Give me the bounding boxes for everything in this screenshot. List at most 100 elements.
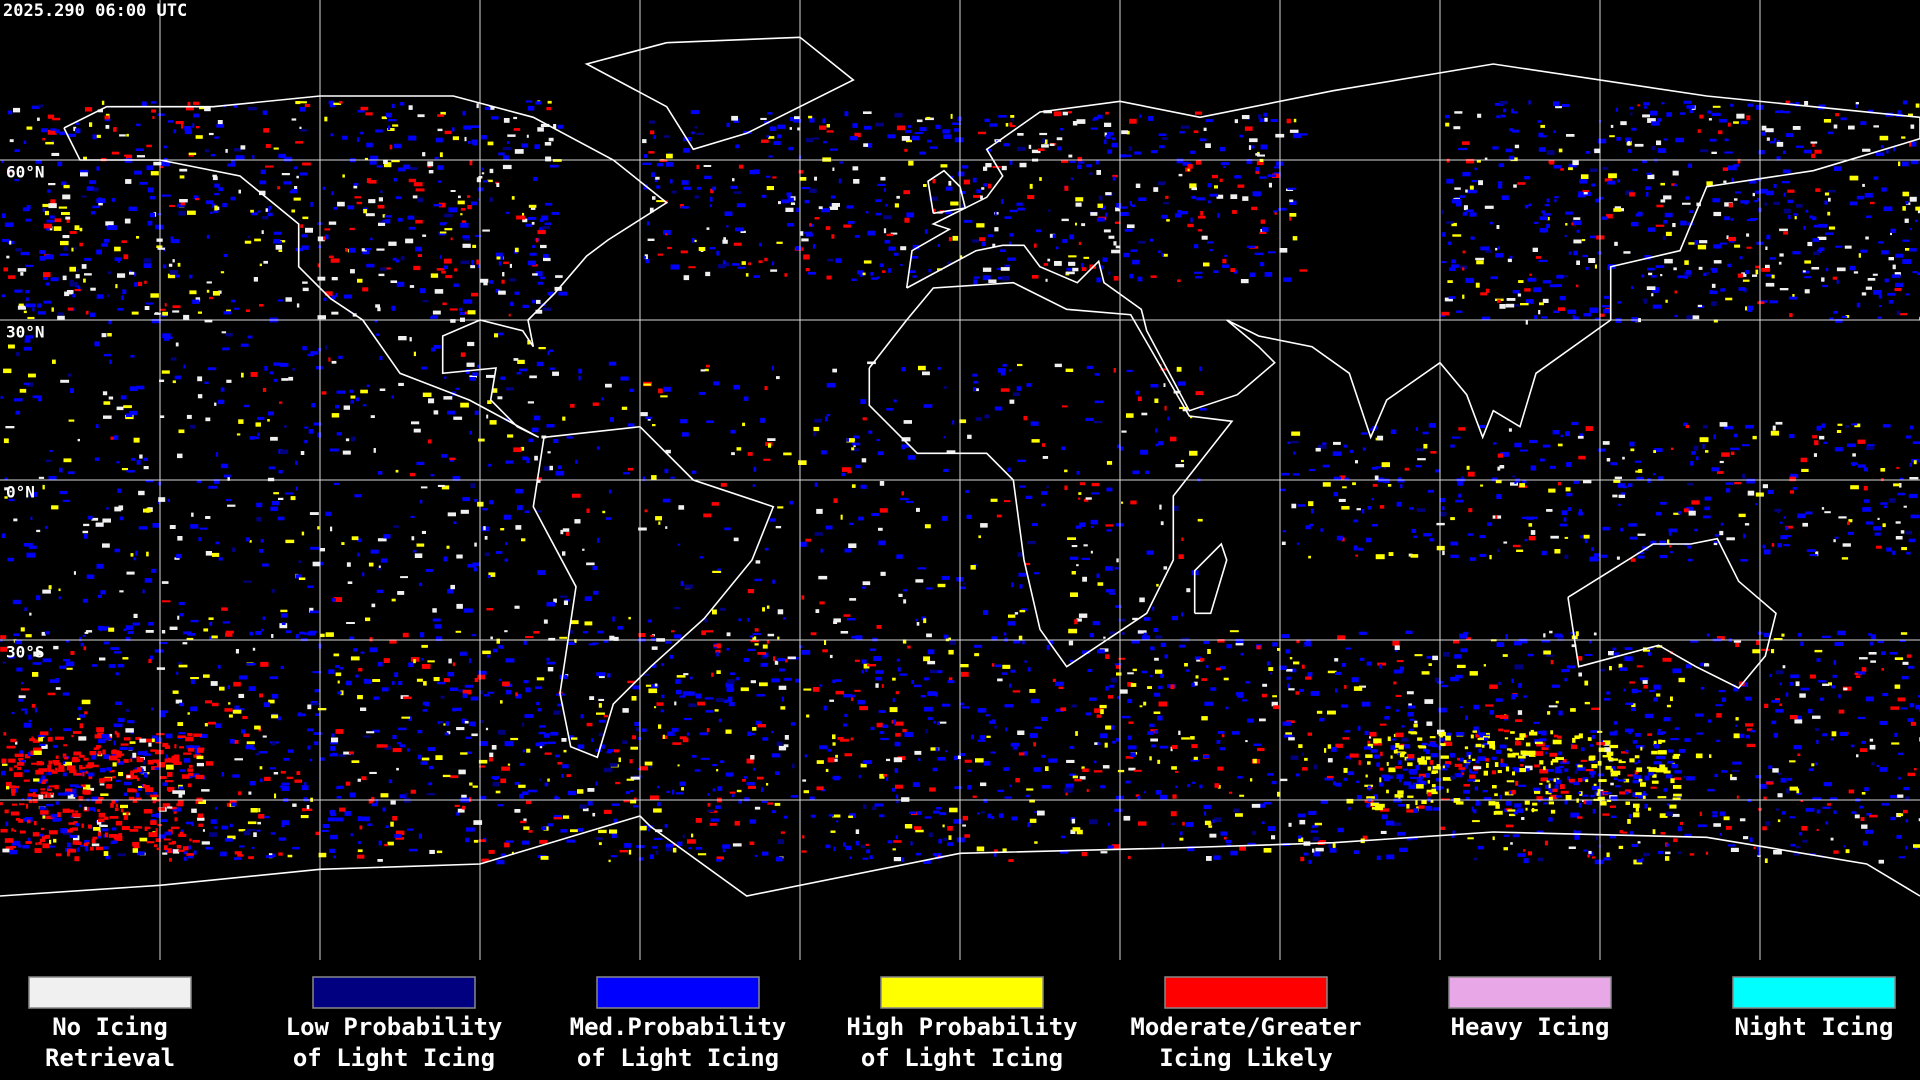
- icing-pixel: [1736, 795, 1739, 799]
- icing-pixel: [212, 291, 220, 296]
- icing-pixel: [1034, 572, 1040, 575]
- icing-pixel: [1519, 449, 1529, 452]
- icing-pixel: [773, 656, 776, 662]
- icing-pixel: [1299, 819, 1306, 825]
- icing-pixel: [1620, 121, 1627, 126]
- icing-pixel: [587, 801, 593, 806]
- icing-pixel: [505, 460, 514, 464]
- icing-pixel: [1772, 768, 1779, 773]
- icing-pixel: [749, 170, 756, 175]
- icing-pixel: [529, 375, 537, 379]
- icing-pixel: [537, 281, 544, 285]
- icing-pixel: [63, 184, 70, 189]
- icing-pixel: [389, 639, 397, 644]
- icing-pixel: [1756, 640, 1760, 645]
- icing-pixel: [1802, 839, 1808, 843]
- icing-pixel: [801, 238, 809, 242]
- icing-pixel: [609, 829, 618, 834]
- icing-pixel: [626, 791, 630, 795]
- icing-pixel: [1806, 549, 1816, 552]
- icing-pixel: [1660, 274, 1663, 277]
- icing-pixel: [766, 640, 769, 644]
- icing-pixel: [1620, 492, 1626, 495]
- icing-pixel: [1462, 250, 1466, 254]
- icing-pixel: [580, 714, 584, 719]
- icing-pixel: [1072, 775, 1078, 779]
- icing-pixel: [669, 179, 673, 184]
- icing-pixel: [658, 521, 661, 525]
- icing-pixel: [37, 833, 45, 837]
- icing-pixel: [1335, 688, 1338, 693]
- icing-pixel: [996, 267, 1004, 270]
- icing-pixel: [749, 841, 755, 845]
- icing-pixel: [634, 721, 640, 726]
- icing-pixel: [1334, 658, 1339, 662]
- icing-pixel: [486, 414, 489, 419]
- icing-pixel: [143, 263, 152, 268]
- icing-pixel: [527, 105, 535, 111]
- icing-pixel: [479, 765, 486, 768]
- icing-pixel: [226, 379, 232, 383]
- icing-pixel: [337, 201, 345, 207]
- icing-pixel: [123, 405, 132, 409]
- icing-pixel: [932, 853, 941, 856]
- icing-pixel: [1199, 138, 1207, 142]
- icing-pixel: [1573, 239, 1582, 244]
- icing-pixel: [1124, 228, 1133, 232]
- icing-pixel: [901, 491, 904, 496]
- icing-pixel: [1828, 131, 1834, 135]
- icing-pixel: [267, 208, 271, 212]
- icing-pixel: [515, 488, 523, 494]
- icing-pixel: [1685, 196, 1690, 200]
- icing-pixel: [49, 215, 55, 219]
- icing-pixel: [1874, 532, 1881, 536]
- icing-pixel: [1480, 246, 1490, 251]
- icing-pixel: [1547, 711, 1551, 715]
- icing-pixel: [1833, 850, 1839, 854]
- icing-pixel: [330, 812, 337, 817]
- icing-pixel: [1762, 484, 1768, 489]
- icing-pixel: [720, 482, 727, 487]
- icing-pixel: [801, 595, 805, 600]
- icing-pixel: [784, 735, 789, 740]
- icing-pixel: [398, 336, 407, 341]
- icing-pixel: [1759, 783, 1767, 789]
- icing-pixel: [948, 677, 953, 682]
- icing-pixel: [1789, 313, 1793, 318]
- icing-pixel: [83, 523, 90, 527]
- icing-pixel: [598, 829, 607, 834]
- icing-pixel: [726, 122, 730, 128]
- icing-pixel: [1170, 684, 1175, 690]
- icing-pixel: [1594, 264, 1597, 269]
- icing-pixel: [644, 254, 648, 260]
- icing-pixel: [1902, 191, 1910, 197]
- icing-pixel: [769, 518, 776, 522]
- icing-pixel: [437, 484, 445, 487]
- icing-pixel: [1653, 473, 1656, 476]
- icing-pixel: [413, 351, 416, 357]
- icing-pixel: [151, 319, 161, 324]
- icing-pixel: [472, 372, 479, 376]
- icing-pixel: [1124, 154, 1132, 158]
- icing-pixel: [994, 227, 999, 232]
- icing-pixel: [1746, 233, 1750, 237]
- icing-pixel: [569, 620, 579, 625]
- icing-pixel: [278, 153, 287, 159]
- icing-pixel: [209, 636, 212, 641]
- icing-pixel: [1913, 768, 1917, 771]
- icing-pixel: [427, 747, 436, 752]
- icing-pixel: [1434, 677, 1441, 683]
- icing-pixel: [1206, 665, 1209, 669]
- icing-pixel: [2, 661, 7, 664]
- icing-pixel: [503, 261, 509, 265]
- icing-pixel: [1589, 556, 1599, 562]
- icing-pixel: [214, 826, 217, 829]
- icing-pixel: [937, 244, 940, 247]
- icing-pixel: [732, 178, 735, 182]
- icing-pixel: [187, 101, 191, 106]
- icing-pixel: [878, 540, 886, 546]
- icing-pixel: [991, 815, 995, 820]
- icing-pixel: [1505, 148, 1513, 153]
- icing-pixel: [1554, 199, 1557, 203]
- icing-pixel: [648, 619, 652, 623]
